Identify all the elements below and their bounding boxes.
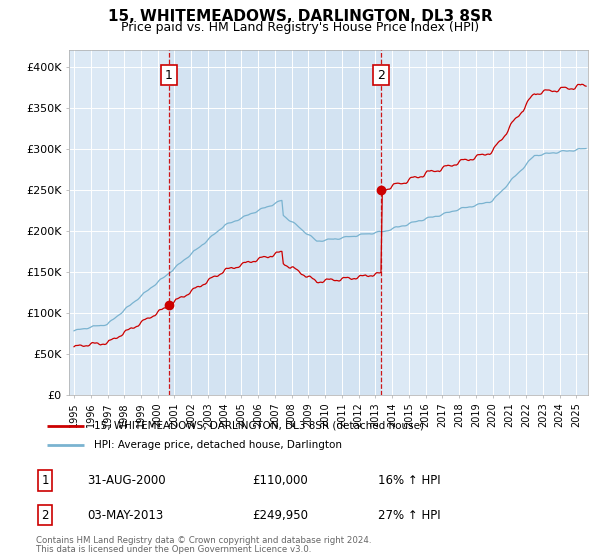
Text: 15, WHITEMEADOWS, DARLINGTON, DL3 8SR (detached house): 15, WHITEMEADOWS, DARLINGTON, DL3 8SR (d… — [94, 421, 424, 431]
Text: £249,950: £249,950 — [252, 508, 308, 522]
Text: Contains HM Land Registry data © Crown copyright and database right 2024.: Contains HM Land Registry data © Crown c… — [36, 536, 371, 545]
Text: 16% ↑ HPI: 16% ↑ HPI — [378, 474, 440, 487]
Bar — [169, 50, 381, 395]
Text: 2: 2 — [41, 508, 49, 522]
Text: This data is licensed under the Open Government Licence v3.0.: This data is licensed under the Open Gov… — [36, 545, 311, 554]
Text: 1: 1 — [41, 474, 49, 487]
Text: 1: 1 — [165, 68, 173, 82]
Text: Price paid vs. HM Land Registry's House Price Index (HPI): Price paid vs. HM Land Registry's House … — [121, 21, 479, 34]
Text: 31-AUG-2000: 31-AUG-2000 — [87, 474, 166, 487]
Text: £110,000: £110,000 — [252, 474, 308, 487]
Text: 27% ↑ HPI: 27% ↑ HPI — [378, 508, 440, 522]
Text: 15, WHITEMEADOWS, DARLINGTON, DL3 8SR: 15, WHITEMEADOWS, DARLINGTON, DL3 8SR — [107, 9, 493, 24]
Text: 2: 2 — [377, 68, 385, 82]
Text: HPI: Average price, detached house, Darlington: HPI: Average price, detached house, Darl… — [94, 440, 342, 450]
Text: 03-MAY-2013: 03-MAY-2013 — [87, 508, 163, 522]
